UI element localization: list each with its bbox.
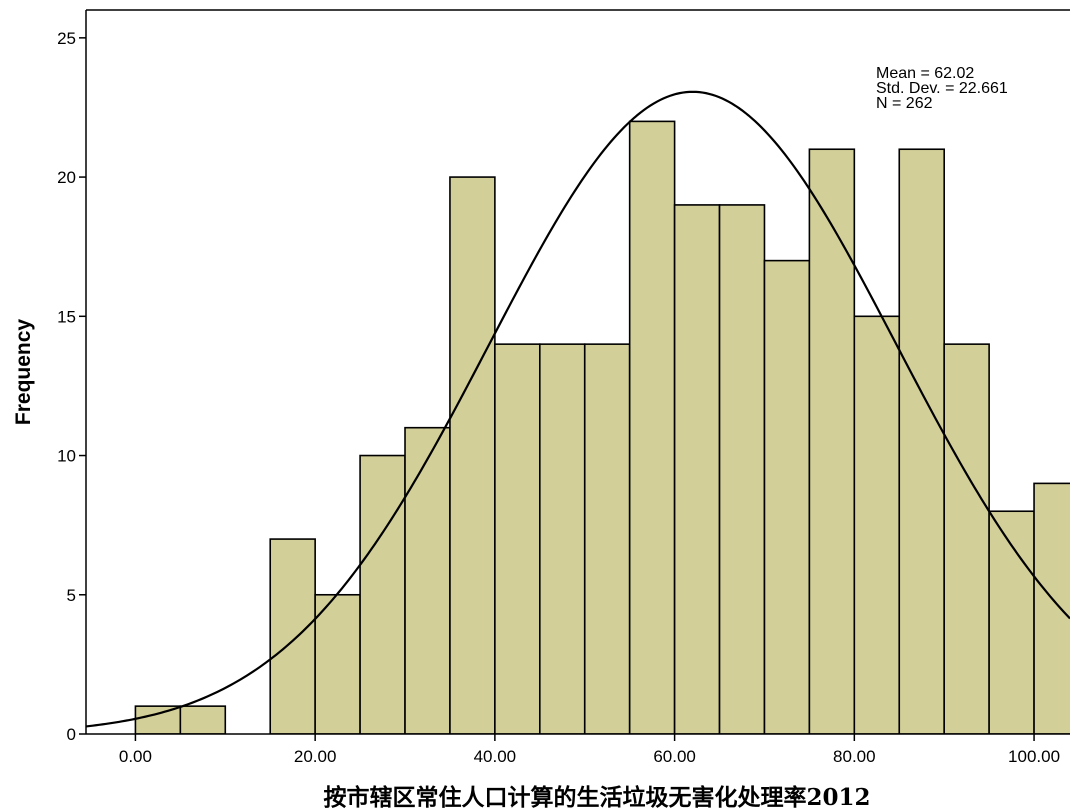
stats-line: N = 262 — [876, 95, 933, 112]
histogram-bar — [583, 343, 631, 734]
histogram-bars — [134, 120, 1070, 734]
y-tick-label: 25 — [57, 29, 76, 48]
x-tick-label: 0.00 — [119, 747, 152, 766]
y-tick-label: 5 — [67, 586, 76, 605]
histogram-bar — [808, 148, 856, 734]
histogram-bar — [314, 593, 361, 734]
histogram-bar — [673, 204, 721, 734]
x-tick-label: 60.00 — [653, 747, 696, 766]
y-tick-label: 10 — [57, 447, 76, 466]
x-axis-title: 按市辖区常住人口计算的生活垃圾无害化处理率2012 — [323, 784, 870, 811]
histogram-bar — [269, 538, 316, 734]
histogram-bar — [763, 259, 811, 734]
histogram-bar — [628, 120, 676, 734]
y-axis-title: Frequency — [12, 319, 35, 426]
histogram-bar — [404, 426, 451, 734]
histogram-bar — [359, 454, 406, 734]
histogram-bar — [943, 343, 990, 734]
x-tick-label: 40.00 — [474, 747, 517, 766]
histogram-bar — [449, 176, 496, 734]
y-axis-ticks: 0 5 10 15 20 25 — [57, 29, 86, 744]
stats-line: Std. Dev. = 22.661 — [876, 80, 1008, 97]
histogram-bar — [1033, 482, 1070, 734]
histogram-bar — [898, 148, 945, 734]
histogram-bar — [718, 204, 766, 734]
stats-line: Mean = 62.02 — [876, 65, 974, 82]
histogram-bar — [988, 510, 1035, 734]
x-axis-ticks: 0.00 20.00 40.00 60.00 80.00 100.00 — [119, 734, 1060, 766]
y-tick-label: 20 — [57, 168, 76, 187]
normal-curve — [86, 90, 1070, 728]
histogram-bar — [539, 343, 586, 734]
y-tick-label: 15 — [57, 307, 76, 326]
histogram-bar — [494, 343, 541, 734]
x-tick-label: 100.00 — [1008, 747, 1060, 766]
histogram-bar — [134, 705, 182, 734]
y-tick-label: 0 — [67, 725, 76, 744]
x-tick-label: 80.00 — [833, 747, 876, 766]
histogram-bar — [853, 315, 901, 734]
x-tick-label: 20.00 — [294, 747, 337, 766]
histogram-bar — [179, 705, 227, 734]
